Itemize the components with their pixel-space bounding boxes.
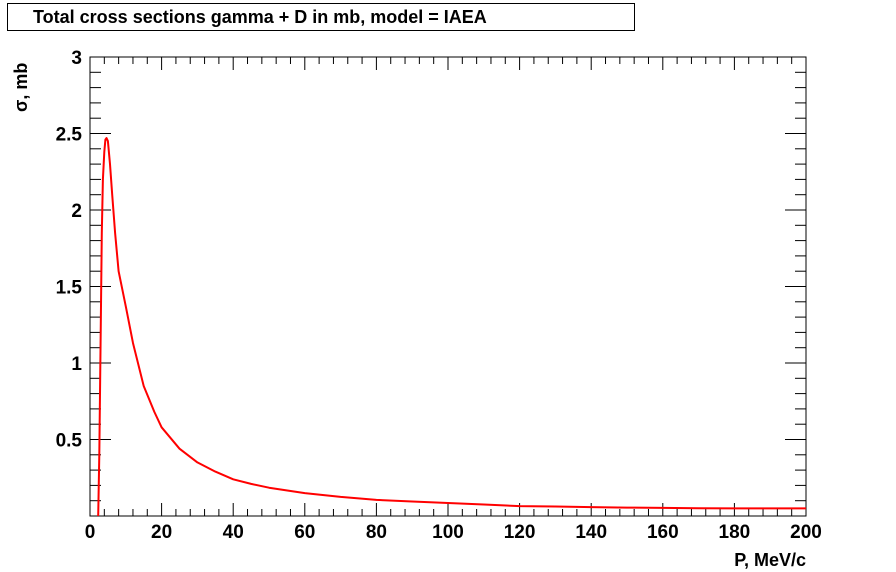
x-tick-label: 80 (366, 522, 387, 543)
x-tick-label: 40 (223, 522, 244, 543)
y-axis-tick-labels: 0.5 1 1.5 2 2.5 3 (56, 48, 83, 452)
y-tick-label: 1.5 (56, 278, 83, 299)
plot-frame (89, 56, 807, 517)
y-tick-label: 3 (71, 48, 82, 69)
x-tick-label: 120 (504, 522, 536, 543)
x-tick-label: 160 (647, 522, 679, 543)
x-axis-title: P, MeV/c (734, 550, 806, 570)
x-axis-ticks (89, 57, 807, 516)
x-tick-label: 180 (719, 522, 751, 543)
x-tick-label: 60 (294, 522, 315, 543)
series-line (97, 137, 806, 517)
y-tick-label: 0.5 (56, 431, 83, 452)
y-axis-ticks (90, 56, 806, 517)
x-tick-label: 100 (432, 522, 464, 543)
x-axis-tick-labels: 0 20 40 60 80 100 120 140 160 180 200 (85, 522, 822, 543)
chart-title: Total cross sections gamma + D in mb, mo… (33, 7, 487, 27)
y-tick-label: 2.5 (56, 125, 83, 146)
x-tick-label: 20 (151, 522, 172, 543)
x-tick-label: 200 (790, 522, 822, 543)
x-tick-label: 140 (575, 522, 607, 543)
chart-title-box: Total cross sections gamma + D in mb, mo… (7, 3, 635, 31)
y-axis-title: σ, mb (11, 63, 31, 112)
x-tick-label: 0 (85, 522, 96, 543)
y-tick-label: 2 (71, 201, 82, 222)
y-tick-label: 1 (71, 354, 82, 375)
